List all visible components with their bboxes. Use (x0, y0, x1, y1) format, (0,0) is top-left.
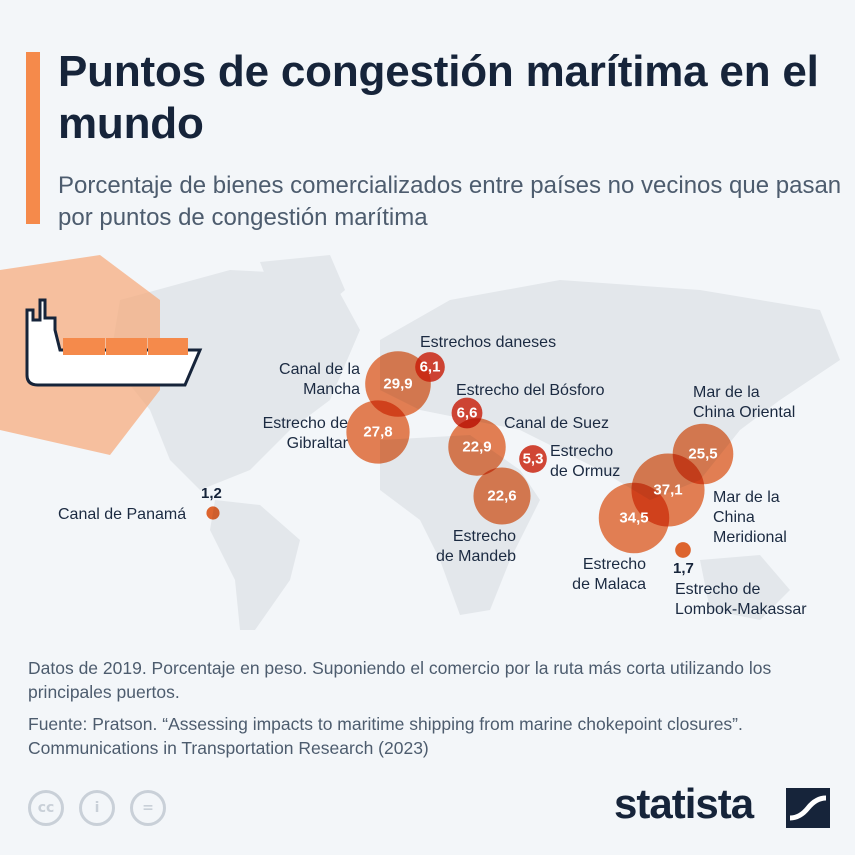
south-america (210, 500, 300, 630)
bubble-value-label: 37,1 (653, 481, 683, 499)
ship-icon (25, 298, 203, 387)
page-subtitle: Porcentaje de bienes comercializados ent… (58, 172, 842, 231)
label-malaca: Estrecho de Malaca (572, 556, 646, 593)
bubble-value-label: 6,6 (456, 404, 478, 422)
bubble (672, 423, 734, 485)
footnote: Datos de 2019. Porcentaje en peso. Supon… (28, 658, 772, 702)
bubble-value-label: 27,8 (363, 423, 393, 441)
bubble (415, 352, 445, 382)
label-lombok: Estrecho de Lombok-Makassar (675, 581, 807, 618)
statista-logo-mark (786, 788, 830, 828)
label-panama: Canal de Panamá (58, 506, 187, 523)
cc-icon: cc (28, 790, 64, 826)
bubble-value-label: 22,6 (487, 487, 517, 505)
label-mandeb: Estrecho de Mandeb (435, 528, 516, 565)
ship-badge (0, 255, 203, 455)
source-note: Fuente: Pratson. “Assessing impacts to m… (28, 714, 743, 758)
bubble (675, 542, 691, 558)
bubble-value-label: 22,9 (462, 438, 492, 456)
bubble (519, 445, 547, 473)
bubble-value-label: 29,9 (383, 375, 413, 393)
attribution-icon: i (79, 790, 115, 826)
bubble-value-label: 25,5 (688, 445, 718, 463)
australia (700, 555, 790, 620)
container-icon (106, 338, 147, 355)
bubble (448, 418, 506, 476)
bubbles (206, 351, 734, 558)
bubble-value-label: 34,5 (619, 509, 649, 527)
label-daneses: Estrechos daneses (420, 334, 557, 351)
label-gibraltar: Estrecho de Gibraltar (262, 415, 348, 452)
label-oriental: Mar de la China Oriental (693, 384, 796, 421)
bubble (206, 506, 220, 520)
label-suez: Canal de Suez (504, 415, 609, 432)
bubble (346, 400, 410, 464)
statista-logo: statista (614, 780, 754, 827)
label-ormuz: Estrecho de Ormuz (550, 443, 621, 480)
bubble-value-label: 5,3 (522, 450, 544, 468)
container-icon (63, 338, 105, 355)
bubble (473, 467, 531, 525)
world-map (0, 255, 840, 630)
label-mancha: Canal de la Mancha (279, 361, 360, 398)
bubble-value-label: 1,7 (673, 560, 694, 577)
greenland (260, 255, 345, 320)
label-meridional: Mar de la China Meridional (713, 489, 787, 546)
bubble-value-label: 6,1 (419, 358, 441, 376)
north-america (110, 270, 360, 490)
bubble (365, 351, 431, 417)
title-accent-bar (26, 52, 40, 224)
bubble-value-label: 1,2 (201, 485, 222, 502)
page-title: Puntos de congestión marítima en el mund… (58, 47, 819, 148)
no-derivatives-icon: = (130, 790, 166, 826)
label-bosforo: Estrecho del Bósforo (456, 382, 605, 399)
container-icon (148, 338, 188, 355)
